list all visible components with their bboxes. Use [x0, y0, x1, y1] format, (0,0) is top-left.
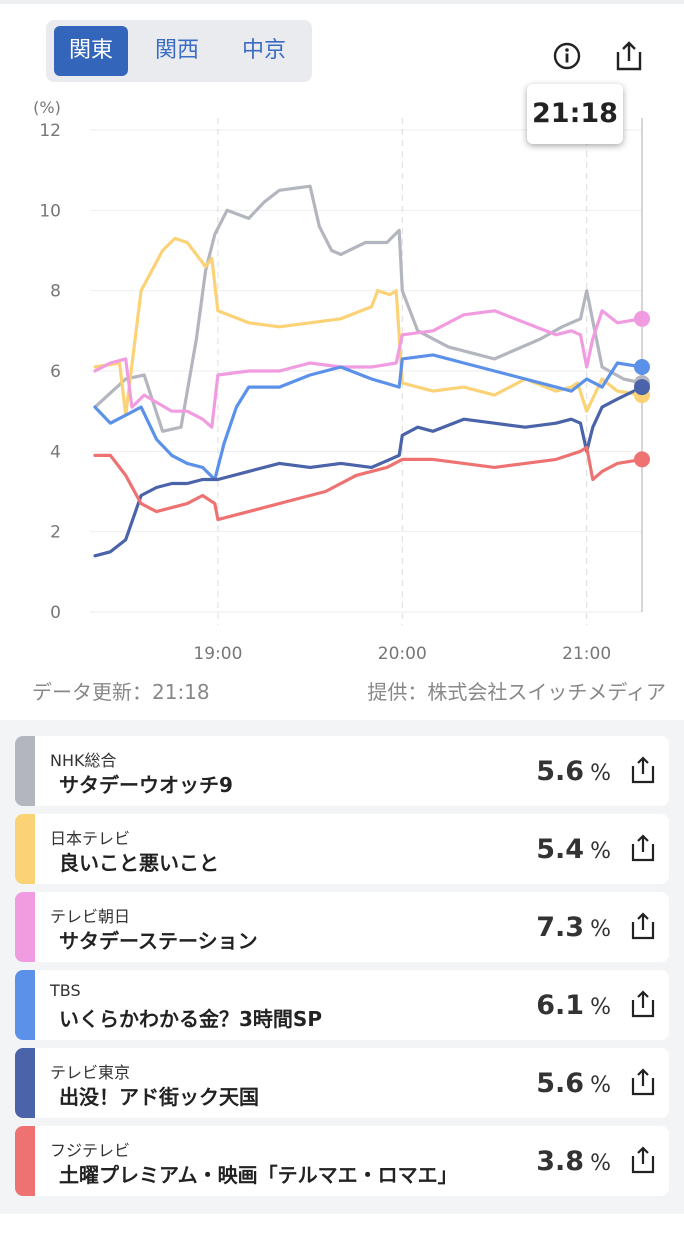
- program-title: サタデーウオッチ9: [59, 773, 233, 797]
- series-line: [93, 353, 644, 482]
- channel-color-bar: [15, 814, 35, 884]
- rating-value: 5.4%: [536, 834, 611, 865]
- y-tick-label: 8: [50, 282, 61, 302]
- region-tab-kanto[interactable]: 関東: [54, 26, 128, 76]
- rating-value: 5.6%: [536, 756, 611, 787]
- series-line: [93, 445, 644, 522]
- share-icon[interactable]: [629, 833, 657, 863]
- share-icon[interactable]: [629, 989, 657, 1019]
- time-tooltip: 21:18: [527, 84, 623, 144]
- ratings-chart: (%) 0 2 4 6 8 10 12 19:00 20:00 21:00: [33, 98, 650, 664]
- series-end-dot: [634, 451, 650, 468]
- share-icon[interactable]: [629, 1145, 657, 1175]
- y-tick-label: 2: [50, 523, 61, 543]
- region-selector: 関東 関西 中京: [46, 20, 312, 82]
- chart-endpoints: [634, 310, 650, 468]
- channel-row-tbs[interactable]: TBS いくらかわかる金？3時間SP 6.1%: [15, 970, 669, 1040]
- data-update-label: データ更新：21:18: [32, 680, 210, 704]
- series-end-dot: [634, 358, 650, 375]
- rating-value: 7.3%: [536, 912, 611, 943]
- channel-color-bar: [15, 892, 35, 962]
- series-line: [93, 184, 644, 433]
- program-title: 土曜プレミアム・映画「テルマエ・ロマエ」: [59, 1163, 458, 1187]
- channel-name: TBS: [50, 981, 81, 1000]
- channel-color-bar: [15, 1048, 35, 1118]
- channel-name: テレビ東京: [50, 1063, 131, 1082]
- series-line: [93, 236, 644, 417]
- y-tick-label: 6: [50, 362, 61, 382]
- y-tick-label: 0: [50, 603, 61, 623]
- top-divider: [0, 0, 684, 4]
- series-line: [93, 385, 644, 558]
- x-tick-label: 19:00: [193, 644, 242, 664]
- channel-row-nhk[interactable]: NHK総合 サタデーウオッチ9 5.6%: [15, 736, 669, 806]
- program-title: いくらかわかる金？3時間SP: [59, 1007, 322, 1031]
- y-axis-ticks: 0 2 4 6 8 10 12: [39, 121, 61, 623]
- rating-value: 5.6%: [536, 1068, 611, 1099]
- y-tick-label: 4: [50, 442, 61, 462]
- region-tab-chukyo[interactable]: 中京: [241, 38, 286, 63]
- chart-grid: [90, 118, 642, 625]
- x-tick-label: 21:00: [562, 644, 611, 664]
- share-icon[interactable]: [611, 38, 647, 74]
- program-title: 出没！アド街ック天国: [59, 1085, 259, 1109]
- channel-name: 日本テレビ: [50, 829, 131, 848]
- region-tab-kansai[interactable]: 関西: [154, 38, 199, 63]
- channel-row-tv-asahi[interactable]: テレビ朝日 サタデーステーション 7.3%: [15, 892, 669, 962]
- rating-value: 3.8%: [536, 1146, 611, 1177]
- share-icon[interactable]: [629, 755, 657, 785]
- provider-label: 提供：株式会社スイッチメディア: [367, 680, 666, 704]
- program-title: 良いこと悪いこと: [59, 851, 219, 875]
- series-line: [93, 309, 644, 429]
- channel-name: フジテレビ: [50, 1141, 131, 1160]
- channel-row-ntv[interactable]: 日本テレビ 良いこと悪いこと 5.4%: [15, 814, 669, 884]
- channel-name: テレビ朝日: [50, 907, 131, 926]
- x-tick-label: 20:00: [378, 644, 427, 664]
- program-title: サタデーステーション: [59, 929, 258, 953]
- share-icon[interactable]: [629, 911, 657, 941]
- channel-color-bar: [15, 1126, 35, 1196]
- chart-series: [93, 184, 644, 558]
- y-axis-unit: (%): [33, 98, 61, 117]
- x-axis-ticks: 19:00 20:00 21:00: [193, 644, 611, 664]
- channel-row-tv-tokyo[interactable]: テレビ東京 出没！アド街ック天国 5.6%: [15, 1048, 669, 1118]
- share-icon[interactable]: [629, 1067, 657, 1097]
- channel-name: NHK総合: [50, 751, 117, 770]
- channel-color-bar: [15, 970, 35, 1040]
- info-icon[interactable]: [549, 38, 585, 74]
- series-end-dot: [634, 379, 650, 396]
- channel-color-bar: [15, 736, 35, 806]
- rating-value: 6.1%: [536, 990, 611, 1021]
- y-tick-label: 10: [39, 201, 61, 221]
- y-tick-label: 12: [39, 121, 61, 141]
- series-end-dot: [634, 310, 650, 327]
- channel-row-fuji[interactable]: フジテレビ 土曜プレミアム・映画「テルマエ・ロマエ」 3.8%: [15, 1126, 669, 1196]
